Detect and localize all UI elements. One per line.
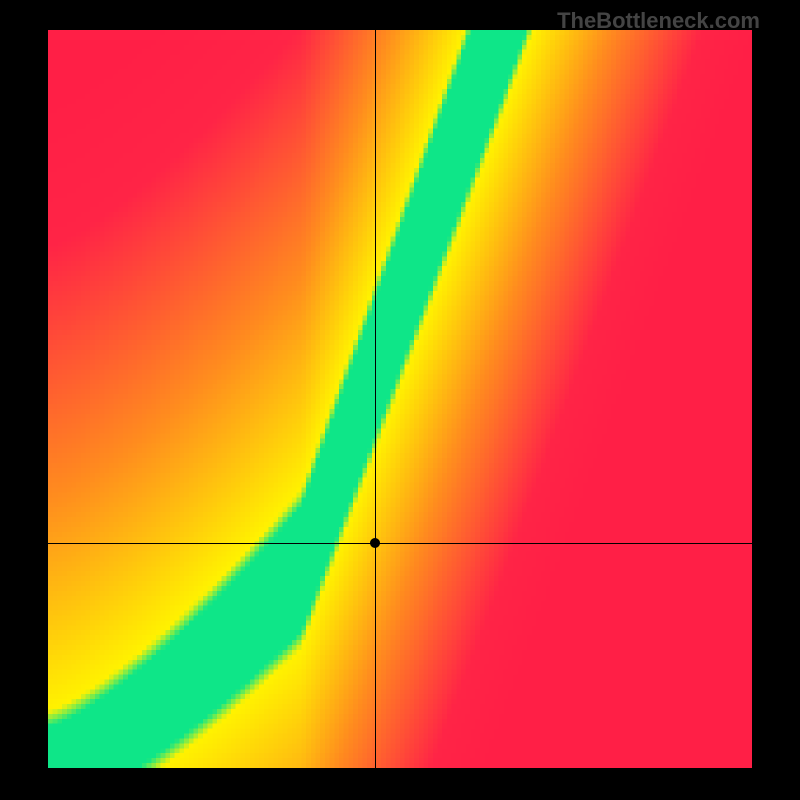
crosshair-horizontal xyxy=(48,543,752,544)
chart-container: TheBottleneck.com xyxy=(0,0,800,800)
crosshair-vertical xyxy=(375,30,376,768)
data-point-marker xyxy=(370,538,380,548)
plot-area xyxy=(48,30,752,768)
heatmap-canvas xyxy=(48,30,752,768)
watermark-text: TheBottleneck.com xyxy=(557,8,760,34)
